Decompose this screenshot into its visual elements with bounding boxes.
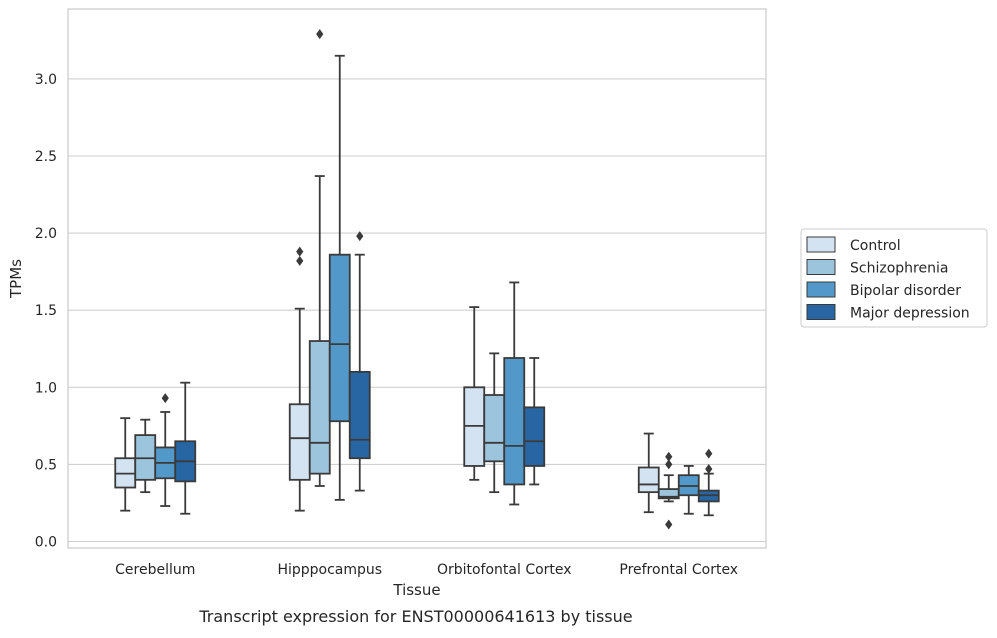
outlier-point [161,393,169,404]
outlier-point [665,451,673,462]
legend-label: Major depression [850,306,970,322]
y-tick-label: 2.0 [35,226,57,242]
box-iqr [288,403,311,481]
box-plots [114,29,720,530]
plot-frame [67,8,767,549]
box-iqr [308,340,331,475]
box-plot [677,465,700,515]
box-plot [288,246,311,512]
legend-swatch [806,281,836,298]
y-tick-labels: 0.0 0.5 1.0 1.5 2.0 2.5 3.0 [35,72,57,551]
x-tick-label: Cerebellum [115,562,195,578]
outlier-point [296,246,304,257]
box-plot [483,352,506,494]
box-iqr [503,357,526,486]
legend-frame [800,228,988,328]
y-tick-label: 0.5 [35,457,57,473]
box-plot [348,231,371,492]
box-plot [697,448,720,517]
box-iqr [348,370,371,460]
box-plot [154,393,177,507]
y-tick-label: 1.5 [35,303,57,319]
y-tick-label: 2.5 [35,149,57,165]
x-tick-labels: Cerebellum Hipppocampus Orbitofontal Corte… [115,562,738,578]
outlier-point [705,448,713,459]
box-plot [114,417,137,512]
outlier-point [356,231,364,242]
box-iqr [483,394,506,463]
outlier-point [296,255,304,266]
outlier-point [316,29,324,40]
box-plot [174,381,197,515]
box-iqr [523,406,546,467]
legend: Control Schizophrenia Bipolar disorder Majo… [800,228,988,328]
legend-label: Control [850,238,901,254]
box-plot [637,432,660,514]
box-plot [657,451,680,530]
x-tick-label: Prefrontal Cortex [619,562,738,578]
legend-swatch [806,259,836,275]
figure-caption: Transcript expression for ENST0000064161… [198,607,632,626]
y-tick-label: 3.0 [35,72,57,88]
x-axis-label: Tissue [392,581,440,599]
box-plot [463,306,486,481]
box-iqr [637,466,660,494]
legend-label: Schizophrenia [850,261,948,277]
outlier-point [665,519,673,530]
y-axis-label: TPMs [7,259,25,299]
legend-swatch [806,236,836,253]
legend-label: Bipolar disorder [850,283,961,299]
outlier-point [665,459,673,470]
box-plot [523,357,546,486]
x-tick-label: Hipppocampus [277,562,382,578]
legend-swatch [806,304,836,320]
x-tick-label: Orbitofontal Cortex [437,562,572,578]
box-plot [328,54,351,501]
y-tick-label: 1.0 [35,380,57,396]
y-tick-label: 0.0 [35,535,57,551]
box-iqr [328,253,351,423]
outlier-point [705,464,713,475]
